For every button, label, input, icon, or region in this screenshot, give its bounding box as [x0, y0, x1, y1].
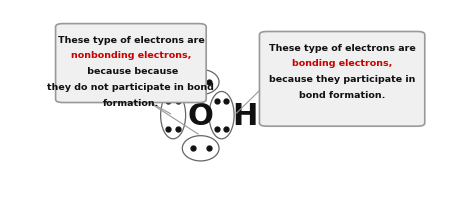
- Text: because they participate in: because they participate in: [269, 75, 415, 84]
- Text: they do not participate in bond: they do not participate in bond: [47, 83, 214, 92]
- Text: These type of electrons are: These type of electrons are: [269, 43, 416, 52]
- Text: H: H: [232, 101, 257, 130]
- Text: nonbonding electrons,: nonbonding electrons,: [71, 51, 191, 60]
- Text: These type of electrons are: These type of electrons are: [57, 35, 204, 44]
- Text: formation.: formation.: [103, 98, 159, 107]
- FancyBboxPatch shape: [55, 24, 206, 103]
- Text: because because: because because: [84, 67, 178, 76]
- FancyBboxPatch shape: [259, 32, 425, 126]
- Text: bonding electrons,: bonding electrons,: [292, 59, 392, 68]
- Text: O: O: [188, 101, 214, 130]
- Text: bond formation.: bond formation.: [299, 90, 385, 99]
